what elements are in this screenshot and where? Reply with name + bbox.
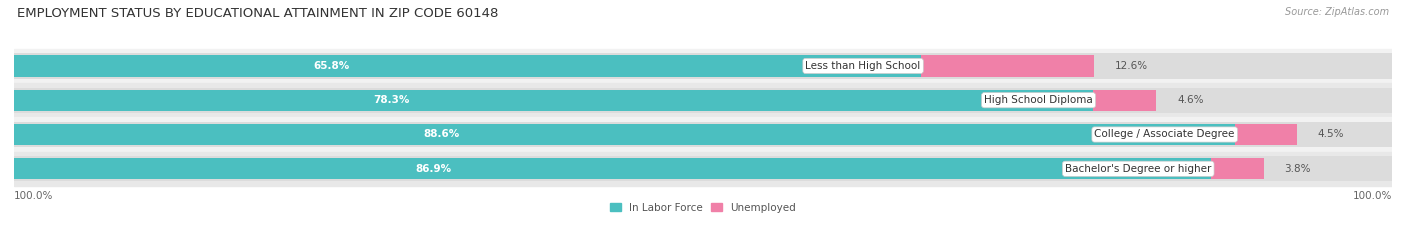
- Bar: [14, 117, 1392, 152]
- Bar: [921, 55, 1094, 77]
- Text: 3.8%: 3.8%: [1285, 164, 1310, 174]
- Text: 100.0%: 100.0%: [14, 191, 53, 201]
- Bar: [14, 90, 1092, 111]
- Text: 86.9%: 86.9%: [415, 164, 451, 174]
- Text: 4.6%: 4.6%: [1177, 95, 1204, 105]
- Text: 12.6%: 12.6%: [1115, 61, 1149, 71]
- Bar: [14, 156, 1392, 182]
- Text: 88.6%: 88.6%: [423, 130, 460, 140]
- Legend: In Labor Force, Unemployed: In Labor Force, Unemployed: [610, 203, 796, 213]
- Text: Less than High School: Less than High School: [806, 61, 921, 71]
- Bar: [14, 49, 1392, 83]
- Bar: [14, 124, 1234, 145]
- Bar: [14, 122, 1392, 147]
- Bar: [1212, 158, 1264, 179]
- Text: 65.8%: 65.8%: [314, 61, 350, 71]
- Bar: [14, 83, 1392, 117]
- Bar: [14, 158, 1212, 179]
- Text: EMPLOYMENT STATUS BY EDUCATIONAL ATTAINMENT IN ZIP CODE 60148: EMPLOYMENT STATUS BY EDUCATIONAL ATTAINM…: [17, 7, 498, 20]
- Text: High School Diploma: High School Diploma: [984, 95, 1092, 105]
- Text: 78.3%: 78.3%: [374, 95, 411, 105]
- Bar: [14, 152, 1392, 186]
- Text: Bachelor's Degree or higher: Bachelor's Degree or higher: [1066, 164, 1212, 174]
- Text: 100.0%: 100.0%: [1353, 191, 1392, 201]
- Bar: [14, 88, 1392, 113]
- Bar: [14, 53, 1392, 79]
- Text: College / Associate Degree: College / Associate Degree: [1094, 130, 1234, 140]
- Bar: [1234, 124, 1296, 145]
- Text: Source: ZipAtlas.com: Source: ZipAtlas.com: [1285, 7, 1389, 17]
- Bar: [1092, 90, 1156, 111]
- Bar: [14, 55, 921, 77]
- Text: 4.5%: 4.5%: [1317, 130, 1344, 140]
